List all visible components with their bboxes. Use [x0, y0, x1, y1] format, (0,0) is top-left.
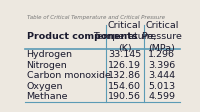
Text: Product components: Product components [27, 32, 137, 41]
Text: Critical
Temperature,
(K): Critical Temperature, (K) [93, 21, 156, 53]
Text: Table of Critical Temperature and Critical Pressure: Table of Critical Temperature and Critic… [27, 15, 165, 20]
Text: Carbon monoxide: Carbon monoxide [27, 71, 110, 80]
Text: 4.599: 4.599 [148, 92, 175, 101]
Text: 154.60: 154.60 [108, 82, 141, 91]
Text: Oxygen: Oxygen [27, 82, 63, 91]
Text: Hydrogen: Hydrogen [27, 50, 73, 59]
Text: 126.19: 126.19 [108, 60, 141, 70]
Text: 132.86: 132.86 [108, 71, 141, 80]
Text: 33.145: 33.145 [108, 50, 141, 59]
Text: 5.013: 5.013 [148, 82, 175, 91]
Text: 3.444: 3.444 [148, 71, 175, 80]
Text: 190.56: 190.56 [108, 92, 141, 101]
Text: 3.396: 3.396 [148, 60, 175, 70]
Text: Nitrogen: Nitrogen [27, 60, 67, 70]
Text: Methane: Methane [27, 92, 68, 101]
Text: Critical
Pressure
(MPa): Critical Pressure (MPa) [141, 21, 182, 53]
Text: 1.296: 1.296 [148, 50, 175, 59]
